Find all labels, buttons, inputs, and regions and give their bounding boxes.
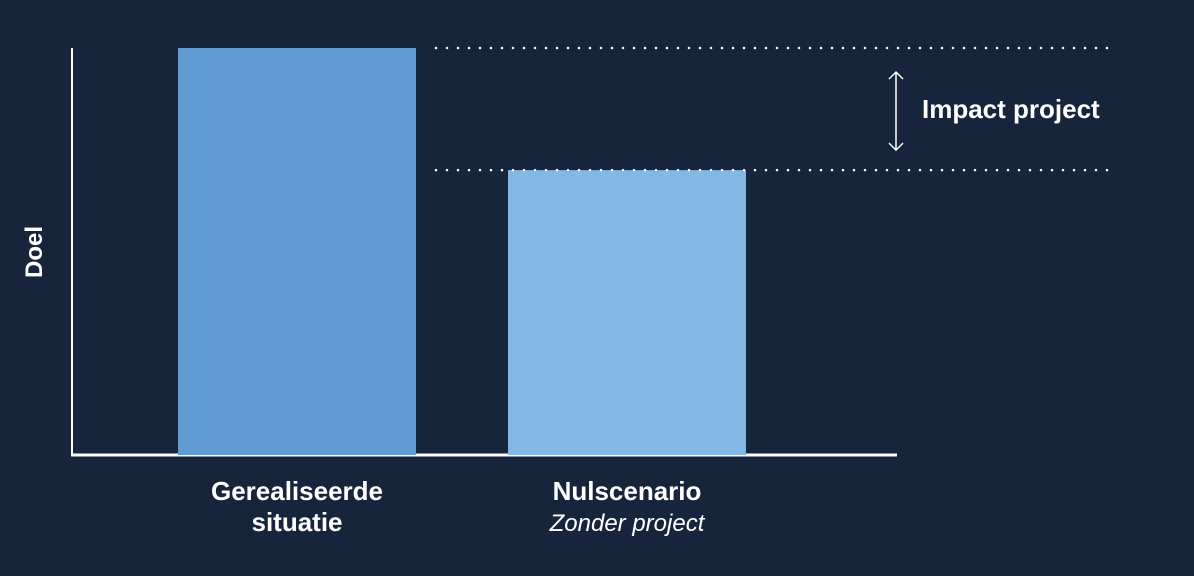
x-tick-label: Gerealiseerde situatie [210, 476, 383, 537]
y-axis-label: Doel [21, 225, 48, 279]
impact-arrow [888, 70, 904, 152]
bar [508, 170, 746, 455]
x-tick-label: Nulscenario [552, 476, 702, 506]
annotation: Impact project [922, 94, 1100, 124]
x-tick-note: Zonder project [549, 510, 705, 537]
bar [178, 48, 416, 455]
